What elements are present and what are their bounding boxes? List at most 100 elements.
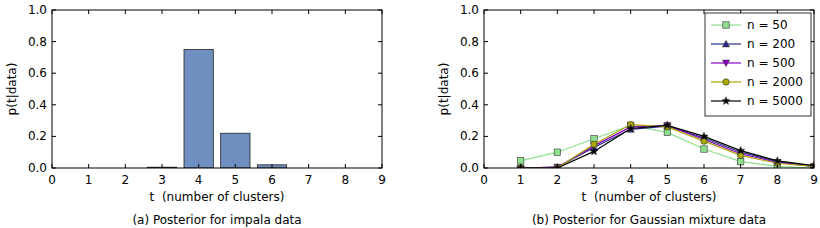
x-tick-label: 8 [342, 173, 350, 187]
x-tick-top [382, 10, 383, 14]
legend-label: n = 200 [747, 37, 795, 51]
x-tick-label: 3 [590, 173, 598, 187]
x-tick-label: 6 [700, 173, 708, 187]
x-tick-label: 3 [158, 173, 166, 187]
y-tick-label: 1.0 [460, 3, 479, 17]
x-tick-top [484, 10, 485, 14]
x-tick [520, 164, 521, 168]
y-tick-label: 0.6 [28, 66, 47, 80]
x-tick-top [345, 10, 346, 14]
y-tick [484, 10, 488, 11]
x-tick [125, 164, 126, 168]
x-tick [198, 164, 199, 168]
y-tick-right [810, 136, 814, 137]
x-tick-top [125, 10, 126, 14]
y-tick-right [810, 168, 814, 169]
marker [773, 157, 781, 165]
x-tick-top [52, 10, 53, 14]
x-tick-label: 9 [810, 173, 818, 187]
series-line [521, 125, 814, 168]
y-tick-label: 0.2 [28, 129, 47, 143]
legend-marker [723, 79, 729, 85]
marker [737, 158, 743, 164]
marker [701, 146, 707, 152]
x-tick-top [198, 10, 199, 14]
y-tick-label: 0.4 [460, 98, 479, 112]
y-axis-label: p(t|data) [5, 63, 19, 116]
x-tick [630, 164, 631, 168]
y-tick-label: 0.4 [28, 98, 47, 112]
x-tick-top [235, 10, 236, 14]
caption: (b) Posterior for Gaussian mixture data [532, 213, 766, 227]
x-tick-top [557, 10, 558, 14]
x-tick-top [704, 10, 705, 14]
y-tick [52, 41, 56, 42]
bar [184, 50, 213, 169]
x-tick-label: 6 [268, 173, 276, 187]
x-tick-top [162, 10, 163, 14]
x-tick [704, 164, 705, 168]
panel: 01234567890.00.20.40.60.81.0t (number of… [5, 3, 386, 227]
x-tick [740, 164, 741, 168]
marker [517, 164, 524, 168]
x-tick [484, 164, 485, 168]
legend-label: n = 5000 [747, 94, 803, 108]
marker [554, 149, 560, 155]
caption: (a) Posterior for impala data [132, 213, 301, 227]
y-tick [52, 73, 56, 74]
y-tick-label: 0.6 [460, 66, 479, 80]
marker [554, 164, 561, 168]
y-tick-right [378, 104, 382, 105]
y-tick [52, 136, 56, 137]
series-line [521, 125, 814, 168]
legend-marker [722, 60, 729, 66]
x-tick-top [88, 10, 89, 14]
legend-marker [722, 97, 730, 105]
x-tick-label: 2 [554, 173, 562, 187]
legend-label: n = 500 [747, 56, 795, 70]
x-tick-top [814, 10, 815, 14]
y-tick [484, 73, 488, 74]
x-tick-top [272, 10, 273, 14]
x-tick [235, 164, 236, 168]
y-tick-label: 1.0 [28, 3, 47, 17]
x-tick [557, 164, 558, 168]
series-line [521, 125, 814, 168]
y-tick-right [378, 73, 382, 74]
x-tick-label: 7 [737, 173, 745, 187]
y-tick-right [810, 10, 814, 11]
marker [517, 164, 525, 168]
x-tick-label: 1 [85, 173, 93, 187]
figure: 01234567890.00.20.40.60.81.0t (number of… [0, 0, 820, 228]
series-line [521, 125, 814, 168]
frame [484, 10, 814, 168]
y-tick-right [378, 136, 382, 137]
x-tick-label: 5 [664, 173, 672, 187]
x-axis-label: t (number of clusters) [582, 190, 717, 204]
x-tick-label: 8 [774, 173, 782, 187]
x-tick-label: 1 [517, 173, 525, 187]
y-tick-label: 0.2 [460, 129, 479, 143]
x-tick-top [594, 10, 595, 14]
legend-box [705, 13, 811, 116]
marker [737, 146, 745, 154]
marker [590, 147, 598, 155]
x-tick [345, 164, 346, 168]
x-tick-top [630, 10, 631, 14]
y-tick [52, 104, 56, 105]
y-axis-label: p(t|data) [437, 63, 451, 116]
y-tick-right [378, 168, 382, 169]
y-tick [52, 168, 56, 169]
marks [517, 121, 814, 168]
x-tick-top [308, 10, 309, 14]
y-tick [484, 104, 488, 105]
x-tick-label: 0 [480, 173, 488, 187]
x-tick-label: 5 [232, 173, 240, 187]
y-tick-label: 0.8 [28, 35, 47, 49]
y-tick-label: 0.0 [460, 161, 479, 175]
y-tick [484, 168, 488, 169]
x-tick [162, 164, 163, 168]
y-tick-label: 0.0 [28, 161, 47, 175]
plot-area [484, 10, 814, 168]
x-tick [814, 164, 815, 168]
